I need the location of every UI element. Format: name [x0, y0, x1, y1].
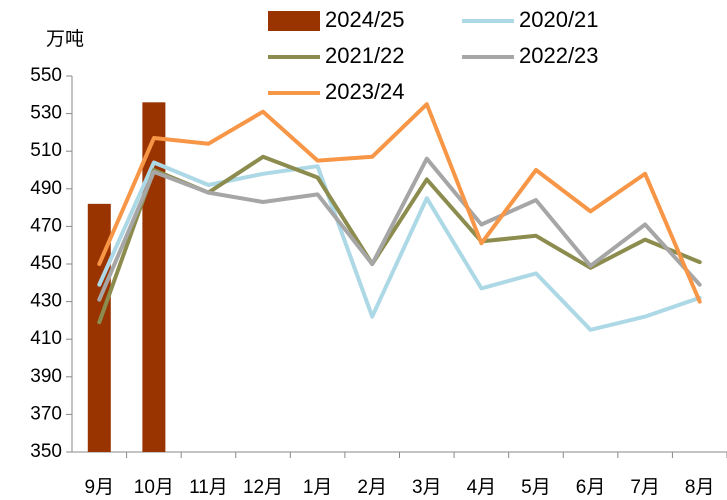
y-tick-label: 470 — [30, 215, 62, 236]
y-unit-label: 万吨 — [46, 28, 84, 50]
y-tick-label: 530 — [30, 103, 62, 124]
x-tick-label: 11月 — [189, 477, 228, 498]
x-tick-label: 6月 — [576, 477, 606, 498]
x-tick-label: 7月 — [630, 477, 660, 498]
x-tick-label: 4月 — [467, 477, 497, 498]
x-tick-label: 12月 — [243, 477, 283, 498]
x-tick-label: 9月 — [85, 477, 115, 498]
legend-label: 2023/24 — [325, 79, 405, 104]
x-tick-label: 10月 — [134, 477, 174, 498]
legend-label: 2022/23 — [519, 43, 599, 68]
x-tick-label: 5月 — [521, 477, 551, 498]
x-tick-label: 2月 — [357, 477, 387, 498]
line — [97, 156, 702, 302]
y-tick-label: 430 — [30, 291, 62, 312]
y-tick-label: 450 — [30, 253, 62, 274]
y-tick-label: 350 — [30, 441, 62, 462]
legend-label: 2020/21 — [519, 7, 599, 32]
legend-label: 2021/22 — [325, 43, 405, 68]
y-tick-label: 510 — [30, 140, 62, 161]
x-tick-label: 1月 — [303, 477, 333, 498]
x-tick-label: 8月 — [685, 477, 715, 498]
y-tick-label: 490 — [30, 178, 62, 199]
legend-swatch — [268, 11, 320, 31]
legend-label: 2024/25 — [325, 7, 405, 32]
line — [97, 102, 702, 304]
bar — [87, 203, 111, 452]
y-tick-label: 410 — [30, 328, 62, 349]
x-tick-label: 3月 — [412, 477, 442, 498]
line — [97, 160, 702, 332]
line — [97, 154, 702, 325]
y-tick-label: 550 — [30, 65, 62, 86]
y-tick-label: 370 — [30, 403, 62, 424]
y-tick-label: 390 — [30, 366, 62, 387]
